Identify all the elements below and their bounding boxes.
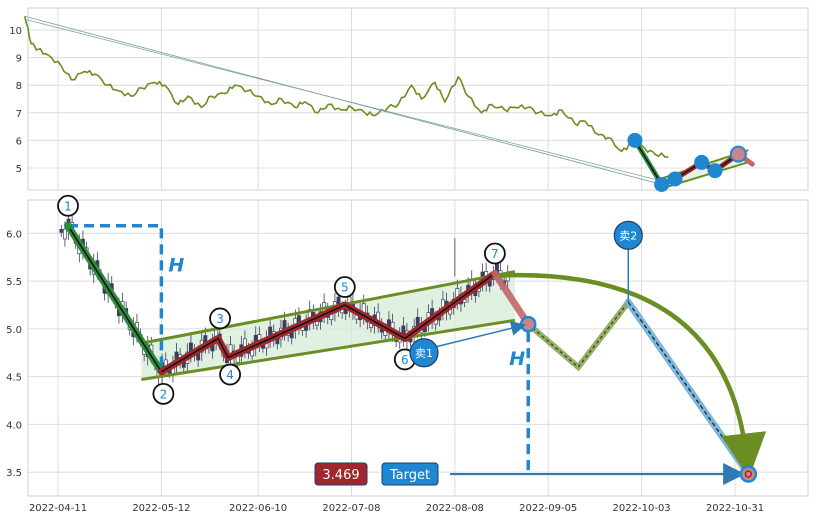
target-point bbox=[739, 465, 758, 483]
y-tick-label: 4.5 bbox=[6, 373, 22, 384]
pivot-label-text: 7 bbox=[491, 247, 499, 261]
overview-y-tick-label: 7 bbox=[16, 109, 22, 120]
pivot-label-text: 3 bbox=[216, 312, 224, 326]
x-tick-label: 2022-10-31 bbox=[706, 503, 764, 514]
overview-y-tick-label: 6 bbox=[16, 136, 22, 147]
pivot-label-7: 7 bbox=[483, 242, 506, 265]
leg-down-core bbox=[67, 225, 163, 373]
pivot-label-circle bbox=[57, 194, 79, 217]
sell2-label: 卖2 bbox=[619, 229, 637, 242]
pivot-label-text: 4 bbox=[226, 368, 234, 382]
y-tick-label: 5.0 bbox=[6, 325, 22, 336]
overview-plot-area bbox=[27, 7, 809, 191]
y-tick-label: 6.0 bbox=[6, 229, 22, 240]
sell2-badge bbox=[613, 220, 643, 250]
target-label-box bbox=[381, 462, 439, 486]
overview-y-tick-label: 9 bbox=[16, 54, 22, 65]
y-tick-label: 4.0 bbox=[6, 420, 22, 431]
y-tick-label: 3.5 bbox=[6, 468, 22, 479]
pivot-label-text: 6 bbox=[401, 353, 409, 367]
sell1-pointer bbox=[435, 320, 527, 348]
overview-pivot-point bbox=[667, 171, 683, 187]
target-label: Target bbox=[389, 468, 430, 483]
x-tick-label: 2022-04-11 bbox=[29, 503, 87, 514]
overview-pivot-point bbox=[707, 163, 723, 179]
leg-up-core bbox=[161, 272, 496, 373]
pivot-label-text: 2 bbox=[160, 387, 168, 401]
target-value-box bbox=[314, 462, 368, 486]
overview-down-leg-core bbox=[634, 140, 663, 185]
sell1-label: 卖1 bbox=[415, 347, 433, 360]
height-projection-label: H bbox=[509, 348, 525, 370]
height-label: H bbox=[168, 255, 184, 277]
x-tick-label: 2022-07-08 bbox=[322, 503, 380, 514]
x-tick-label: 2022-05-12 bbox=[132, 503, 190, 514]
x-tick-label: 2022-10-03 bbox=[613, 503, 671, 514]
channel-lower-line bbox=[141, 318, 516, 381]
overview-y-tick-label: 8 bbox=[16, 81, 22, 92]
curved-target-arrow bbox=[498, 272, 767, 479]
candle-body bbox=[314, 321, 319, 326]
x-tick-label: 2022-06-10 bbox=[229, 503, 287, 514]
overview-pivot-point bbox=[729, 145, 747, 163]
pivot-label-circle bbox=[219, 363, 241, 386]
overview-y-tick-label: 10 bbox=[9, 26, 22, 37]
pivot-label-4: 4 bbox=[219, 363, 241, 386]
pivot-label-2: 2 bbox=[152, 382, 175, 405]
projection-bounce-core bbox=[527, 301, 629, 368]
pivot-label-text: 1 bbox=[64, 199, 72, 213]
pivot-label-circle bbox=[483, 242, 506, 265]
overview-pivot-point bbox=[694, 154, 710, 170]
candle-body bbox=[62, 228, 67, 240]
y-tick-label: 5.5 bbox=[6, 277, 22, 288]
pivot-label-1: 1 bbox=[57, 194, 79, 217]
candle-body bbox=[59, 229, 64, 233]
pivot-label-3: 3 bbox=[209, 307, 231, 330]
target-value: 3.469 bbox=[322, 468, 359, 483]
breakout-point bbox=[519, 315, 537, 333]
pivot-label-5: 5 bbox=[333, 276, 356, 298]
sell1-badge bbox=[409, 338, 439, 368]
pivot-label-circle bbox=[152, 382, 175, 405]
overview-pivot-point bbox=[654, 176, 670, 192]
leg-start-dot bbox=[64, 221, 73, 230]
channel-upper-line bbox=[141, 270, 516, 345]
projection-pullback bbox=[491, 270, 532, 328]
overview-y-tick-label: 5 bbox=[16, 164, 22, 175]
x-tick-label: 2022-08-08 bbox=[426, 503, 484, 514]
overview-guide-line bbox=[24, 18, 660, 181]
pivot-label-text: 5 bbox=[341, 281, 349, 295]
x-tick-label: 2022-09-05 bbox=[519, 503, 577, 514]
overview-price-line bbox=[23, 16, 669, 158]
pivot-label-circle bbox=[209, 307, 231, 330]
overview-pivot-point bbox=[627, 132, 643, 148]
pivot-label-circle bbox=[333, 276, 356, 298]
target-point-core bbox=[744, 470, 753, 478]
